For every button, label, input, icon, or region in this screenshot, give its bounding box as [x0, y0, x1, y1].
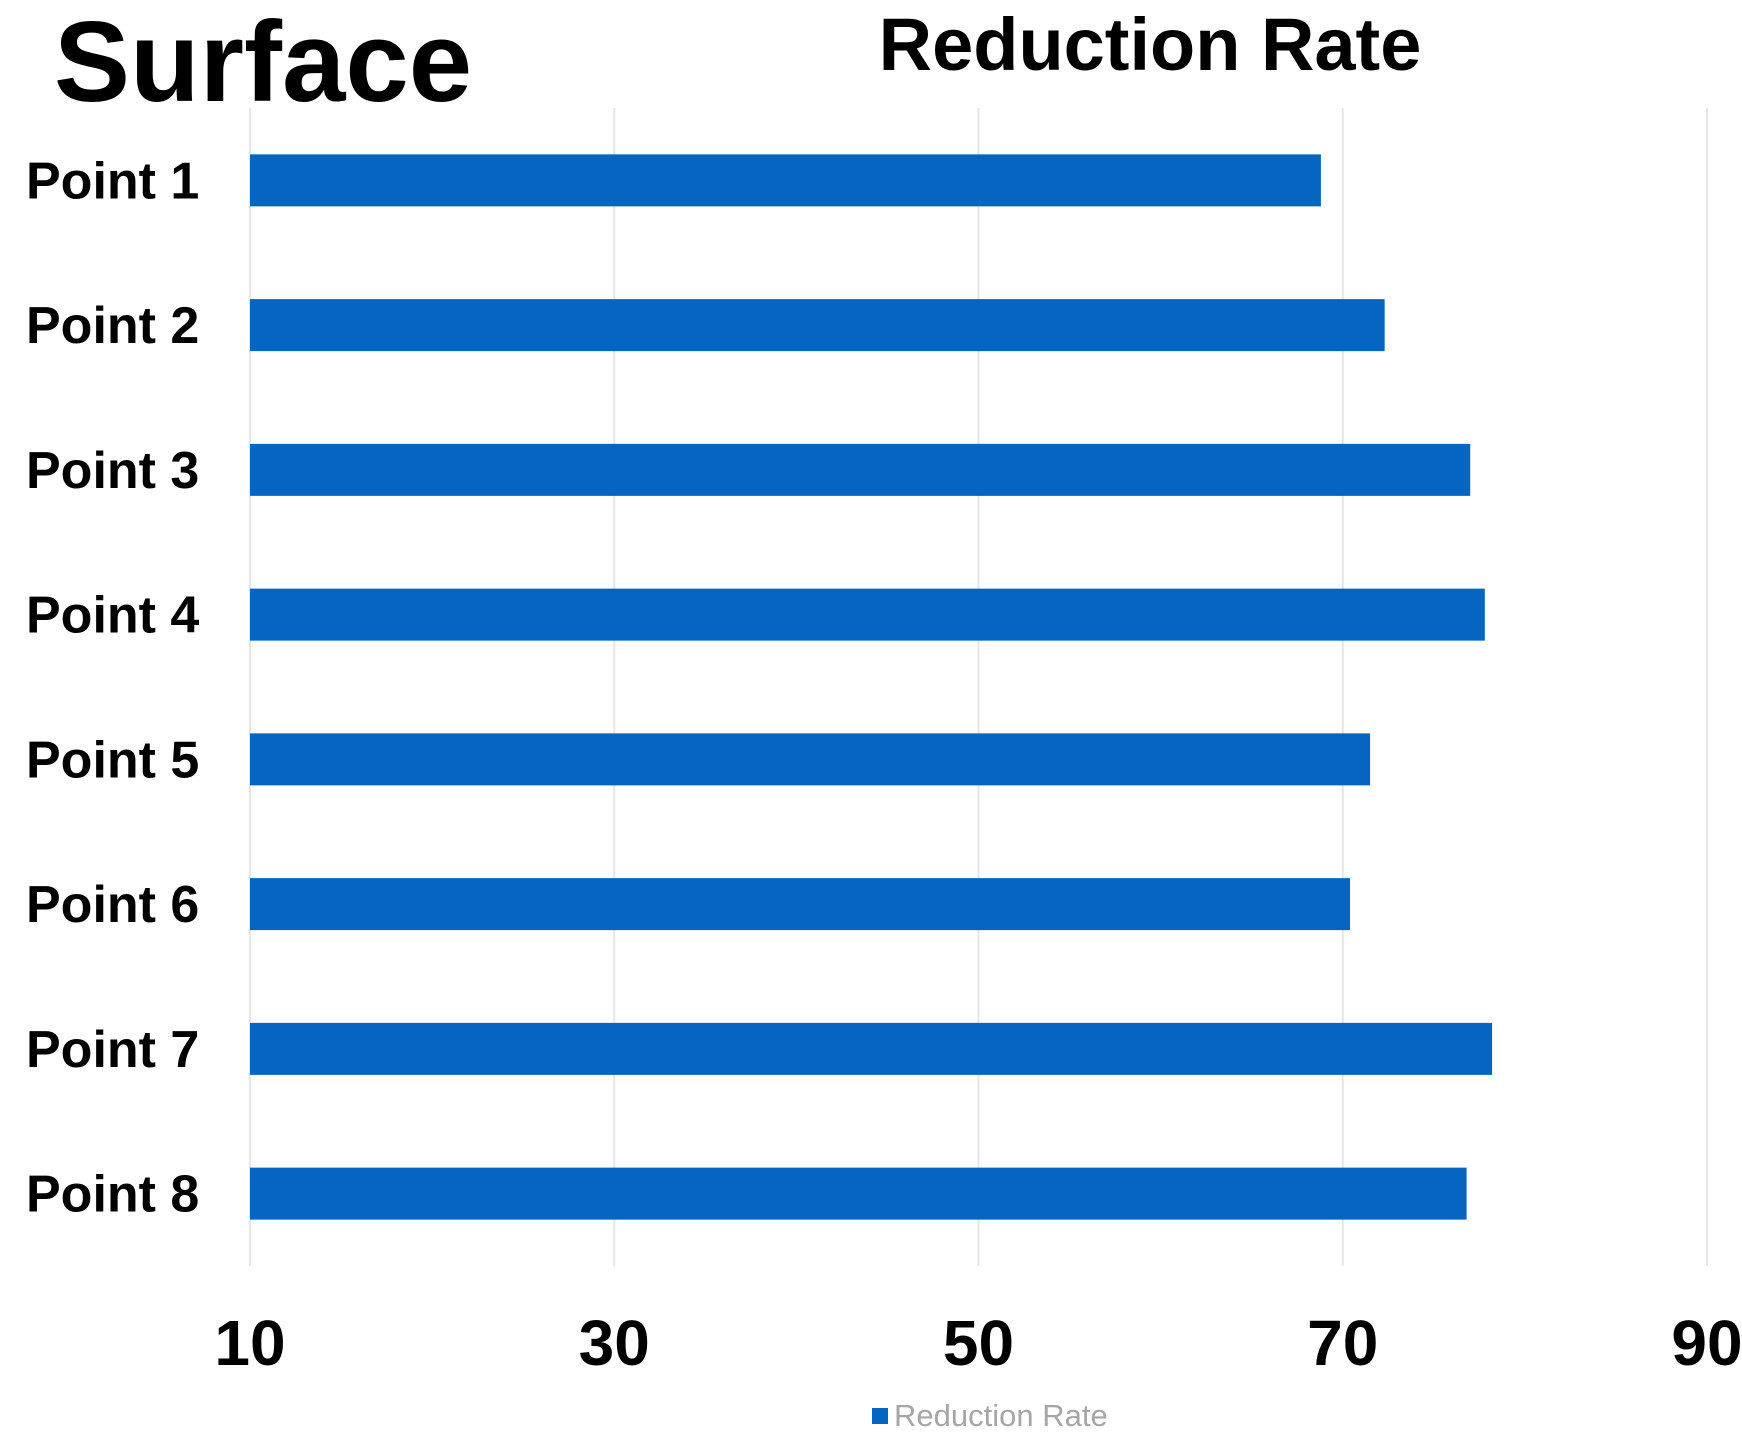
x-tick-label: 10	[214, 1307, 285, 1379]
legend-label: Reduction Rate	[894, 1398, 1108, 1433]
x-tick-label: 90	[1671, 1307, 1742, 1379]
x-tick-label: 30	[579, 1307, 650, 1379]
bar	[250, 443, 1471, 496]
y-tick-label: Point 7	[26, 1021, 199, 1079]
bar	[250, 878, 1351, 931]
corner-label: Surface	[54, 0, 473, 126]
x-tick-label: 50	[943, 1307, 1014, 1379]
y-tick-label: Point 3	[26, 442, 199, 500]
y-tick-label: Point 5	[26, 731, 199, 789]
y-tick-label: Point 2	[26, 297, 199, 355]
bar	[250, 733, 1371, 786]
bar	[250, 299, 1385, 352]
y-tick-label: Point 4	[26, 587, 199, 645]
bar	[250, 154, 1321, 207]
x-tick-label: 70	[1307, 1307, 1378, 1379]
bar	[250, 1167, 1467, 1220]
legend: Reduction Rate	[872, 1398, 1108, 1434]
bar	[250, 1022, 1493, 1075]
chart-title: Reduction Rate	[878, 3, 1422, 86]
legend-swatch	[872, 1408, 888, 1424]
y-tick-label: Point 1	[26, 152, 199, 210]
y-tick-label: Point 6	[26, 876, 199, 934]
bar	[250, 588, 1485, 641]
y-tick-label: Point 8	[26, 1166, 199, 1224]
